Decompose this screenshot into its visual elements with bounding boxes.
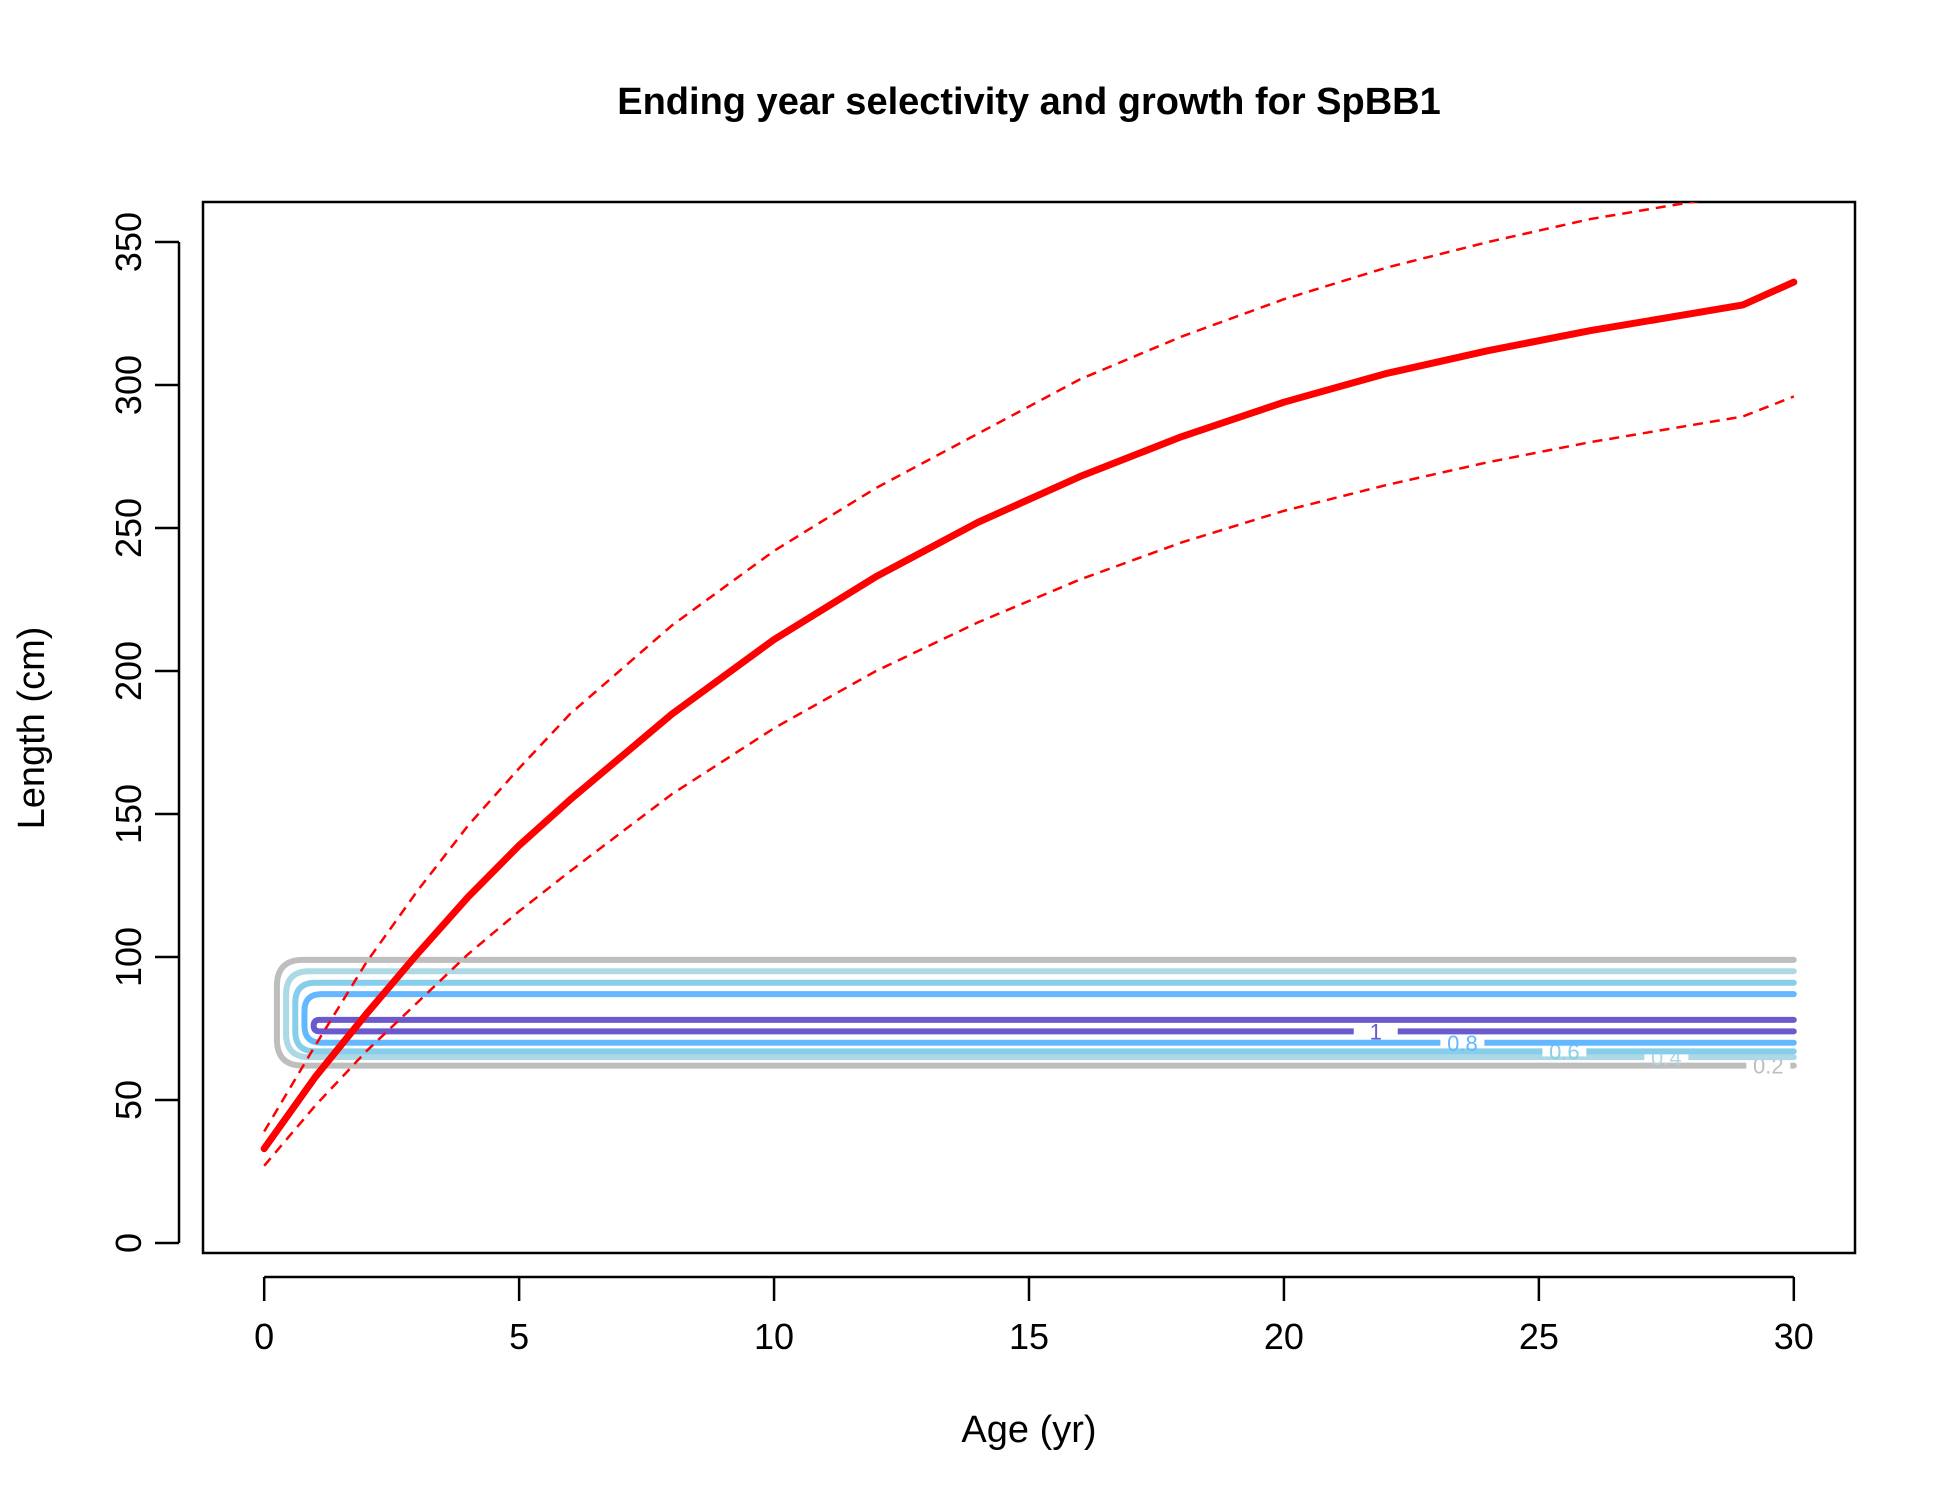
x-tick-label: 20 — [1264, 1316, 1304, 1357]
contour-line — [292, 979, 1797, 1055]
y-axis: 0 50 100 150 200 250 300 350 — [108, 212, 181, 1253]
contour-line — [273, 956, 1797, 1069]
contour-label-gap — [1746, 1060, 1791, 1071]
x-tick-label: 30 — [1774, 1316, 1814, 1357]
selectivity-contours: 0.20.40.60.81 — [273, 956, 1797, 1079]
contour-label: 1 — [1370, 1019, 1382, 1044]
y-tick-label: 150 — [108, 784, 149, 844]
y-tick-label: 200 — [108, 641, 149, 701]
growth-series — [260, 202, 1798, 1167]
x-tick-label: 10 — [754, 1316, 794, 1357]
x-tick-label: 15 — [1009, 1316, 1049, 1357]
contour-label-gap — [1440, 1037, 1485, 1048]
contour-line — [283, 968, 1797, 1061]
contour-label: 0.8 — [1447, 1031, 1478, 1056]
y-tick-label: 50 — [108, 1080, 149, 1120]
y-tick-label: 350 — [108, 212, 149, 272]
y-tick-label: 100 — [108, 927, 149, 987]
chart-title: Ending year selectivity and growth for S… — [617, 81, 1441, 123]
mean-length-line — [260, 278, 1798, 1153]
x-axis-label: Age (yr) — [961, 1409, 1096, 1451]
contour-label-gap — [1353, 1026, 1398, 1037]
y-tick-label: 250 — [108, 498, 149, 558]
plot-frame — [201, 200, 1857, 1255]
x-tick-label: 0 — [254, 1316, 274, 1357]
contour-label-gap — [1542, 1046, 1587, 1057]
x-tick-label: 5 — [509, 1316, 529, 1357]
contour-label-gap — [1644, 1052, 1689, 1063]
contour-line — [301, 991, 1797, 1046]
upper-interval-line — [263, 202, 1700, 1133]
contour-line — [310, 1016, 1797, 1035]
y-tick-label: 0 — [108, 1233, 149, 1253]
x-tick-label: 25 — [1519, 1316, 1559, 1357]
x-axis: 0 5 10 15 20 25 30 — [254, 1275, 1814, 1357]
y-axis-label: Length (cm) — [11, 627, 53, 830]
y-tick-label: 300 — [108, 355, 149, 415]
